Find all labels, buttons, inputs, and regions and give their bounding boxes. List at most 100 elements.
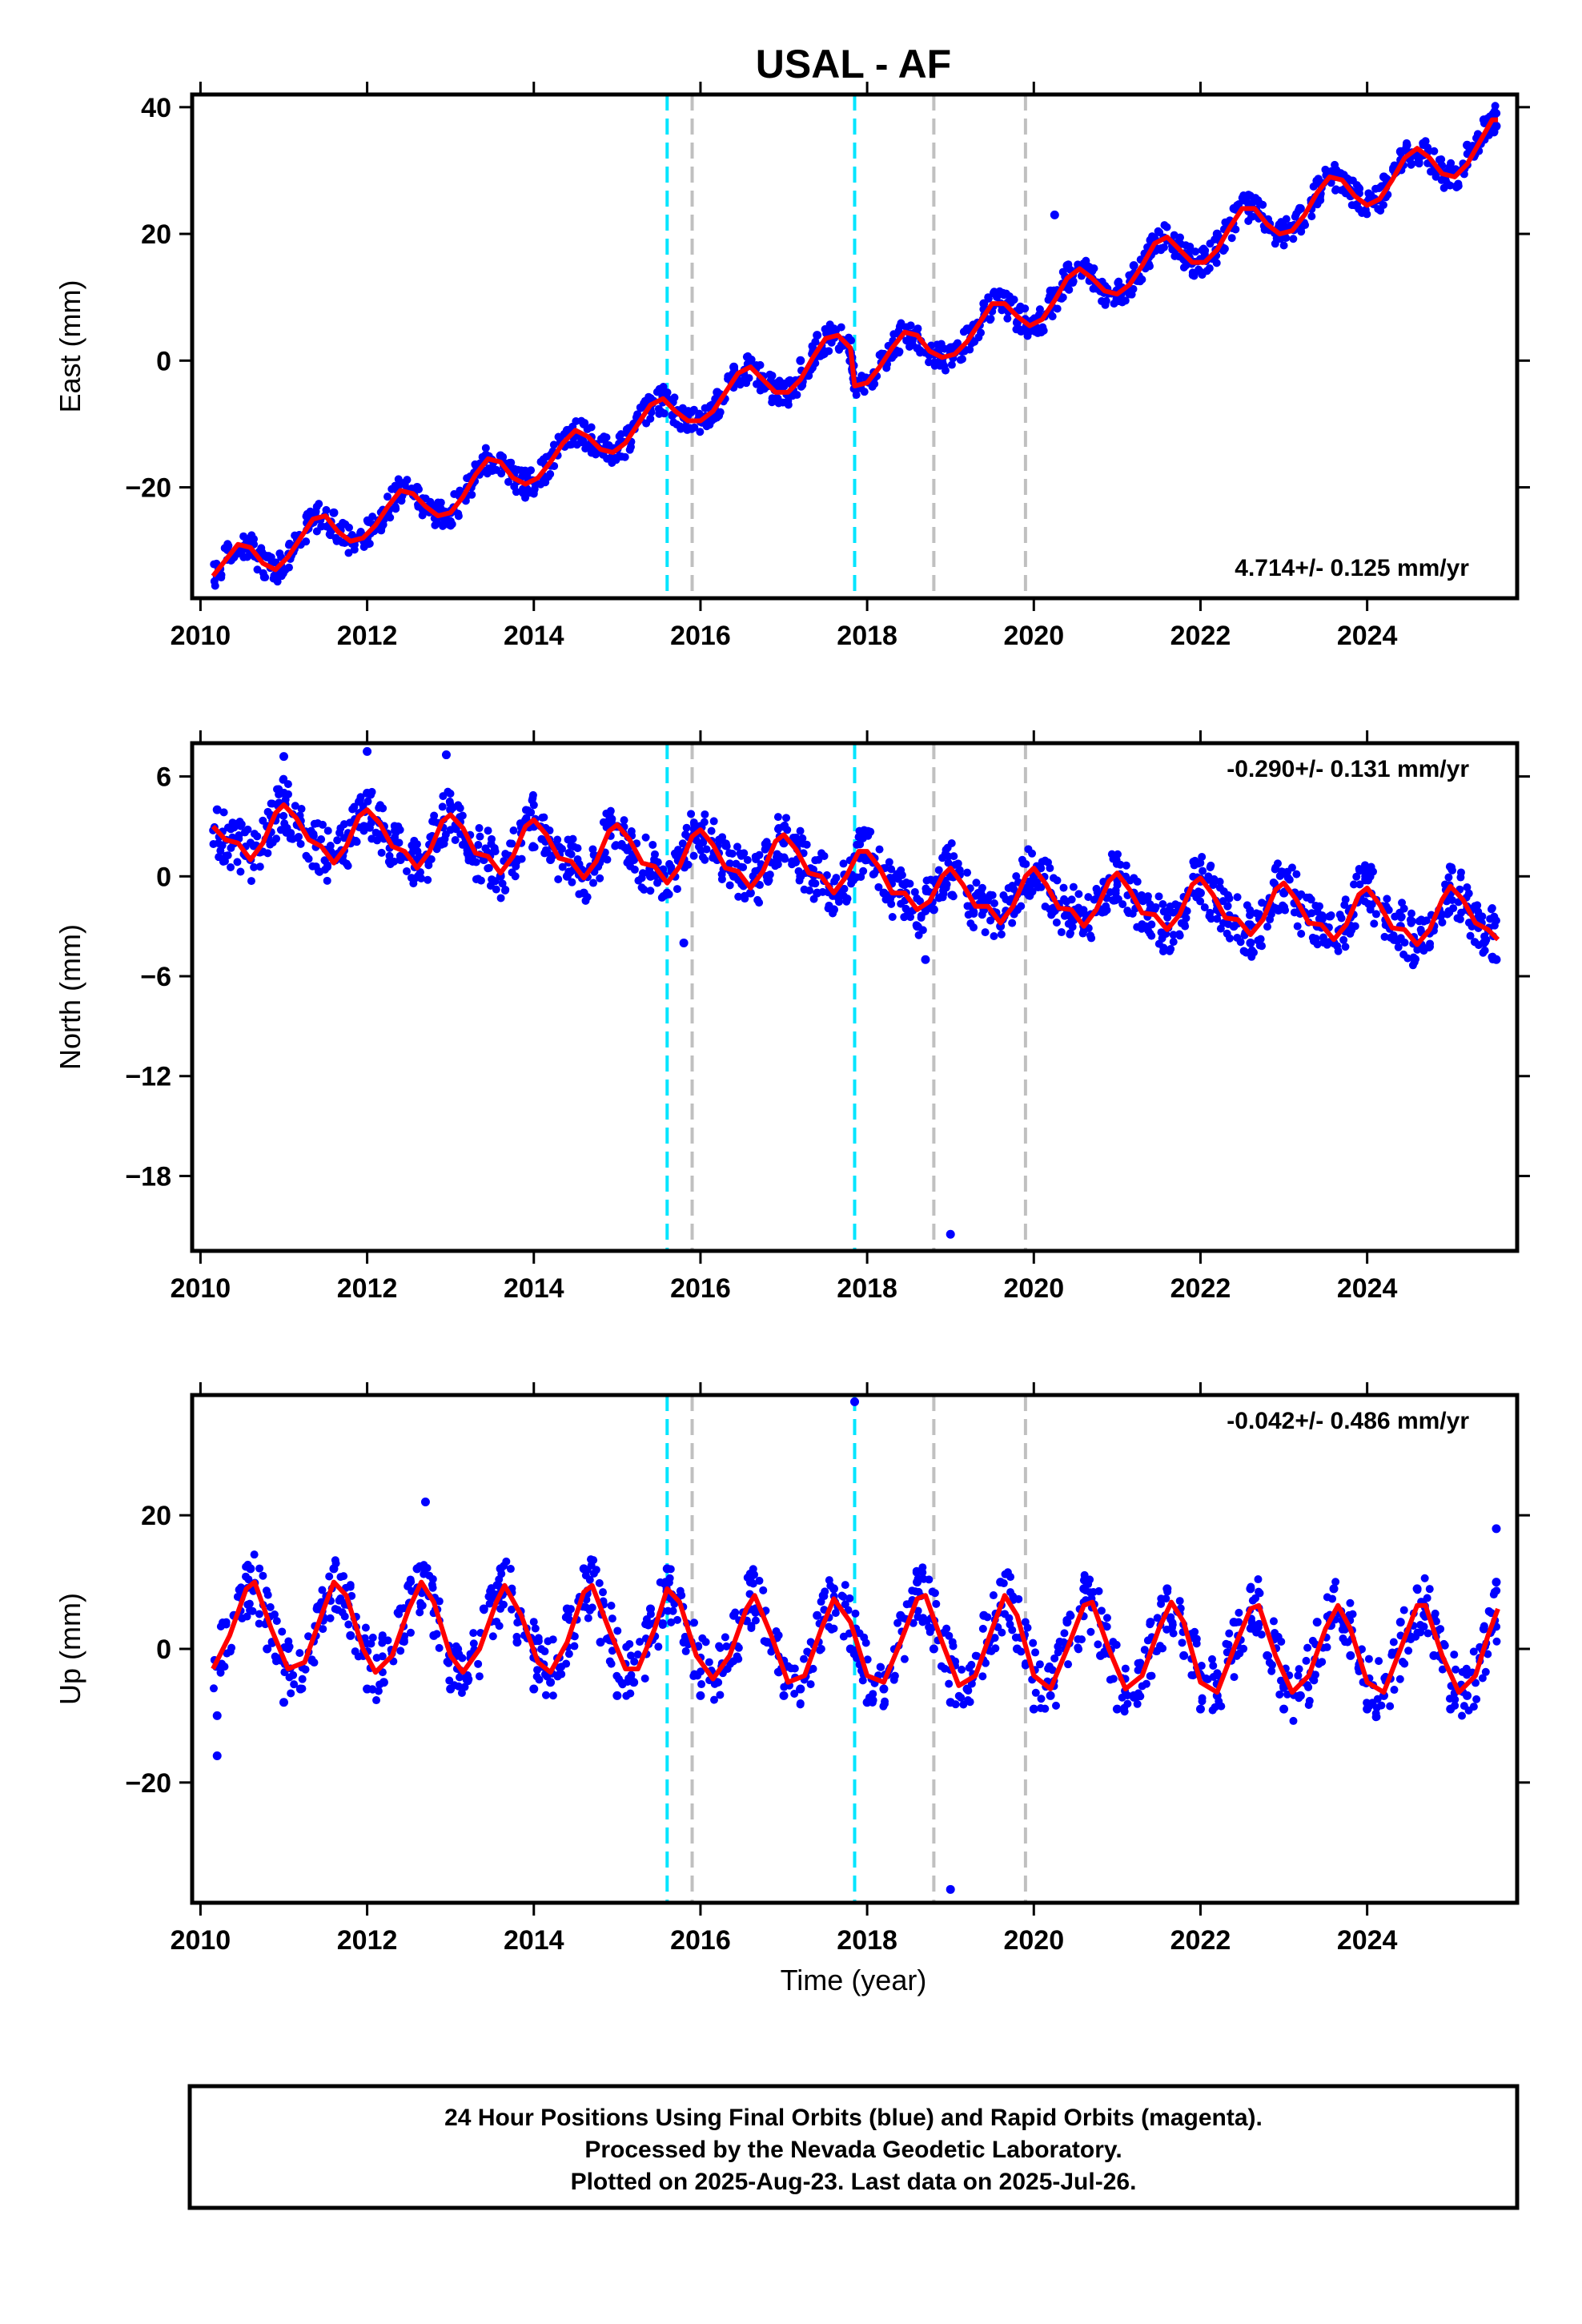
scatter-point: [1441, 880, 1450, 889]
scatter-point: [610, 453, 619, 462]
scatter-point: [440, 839, 448, 848]
scatter-point: [605, 814, 614, 823]
scatter-point: [278, 1627, 287, 1636]
scatter-point: [472, 875, 480, 883]
scatter-point: [1473, 901, 1482, 910]
data-point: [1046, 286, 1055, 296]
scatter-point: [259, 573, 268, 581]
scatter-point: [1102, 296, 1110, 305]
scatter-point: [957, 1693, 966, 1702]
scatter-point: [1356, 866, 1365, 875]
scatter-point: [283, 780, 292, 789]
data-point: [279, 1698, 288, 1707]
scatter-point: [1059, 883, 1068, 892]
x-tick-label: 2020: [1003, 1925, 1064, 1956]
scatter-point: [1069, 277, 1078, 286]
scatter-point: [1097, 1606, 1106, 1615]
scatter-point: [981, 928, 990, 937]
scatter-point: [681, 1647, 690, 1655]
scatter-point: [677, 1591, 686, 1600]
scatter-point: [1251, 194, 1260, 203]
scatter-point: [893, 870, 901, 879]
scatter-point: [617, 452, 626, 461]
scatter-point: [1236, 938, 1245, 947]
scatter-point: [372, 1696, 381, 1705]
scatter-point: [644, 1621, 652, 1630]
scatter-point: [1458, 1711, 1467, 1720]
scatter-point: [1380, 932, 1389, 941]
scatter-point: [1464, 889, 1473, 898]
scatter-point: [925, 1622, 934, 1631]
scatter-point: [1355, 880, 1364, 889]
scatter-point: [616, 430, 625, 439]
scatter-point: [475, 1672, 484, 1681]
scatter-point: [406, 1575, 415, 1584]
scatter-point: [755, 881, 764, 890]
scatter-point: [1400, 1659, 1409, 1668]
scatter-point: [603, 855, 612, 864]
data-point: [396, 855, 405, 865]
scatter-point: [966, 919, 975, 928]
scatter-point: [1120, 1707, 1129, 1716]
scatter-point: [990, 932, 998, 941]
scatter-point: [553, 1672, 562, 1681]
scatter-point: [701, 1638, 710, 1647]
scatter-point: [595, 1578, 604, 1587]
scatter-point: [1001, 1570, 1010, 1578]
scatter-point: [224, 541, 233, 550]
scatter-point: [885, 858, 893, 866]
scatter-point: [383, 493, 391, 501]
scatter-point: [1086, 1627, 1095, 1636]
data-point: [512, 1638, 522, 1647]
data-point: [212, 1751, 222, 1760]
data-point: [212, 805, 222, 814]
scatter-point: [544, 472, 552, 481]
scatter-point: [1263, 923, 1272, 931]
scatter-point: [1207, 861, 1215, 870]
scatter-point: [947, 360, 956, 369]
data-point: [796, 356, 805, 365]
scatter-point: [790, 1690, 799, 1699]
data-point: [1329, 938, 1339, 947]
scatter-point: [1277, 1637, 1286, 1646]
scatter-point: [279, 811, 288, 820]
scatter-point: [527, 466, 536, 475]
data-point: [913, 922, 922, 931]
data-point: [629, 855, 639, 865]
scatter-point: [697, 1667, 705, 1676]
data-point: [679, 938, 689, 947]
scatter-point: [963, 868, 972, 877]
scatter-point: [1404, 1647, 1413, 1655]
x-tick-label: 2022: [1170, 1273, 1231, 1304]
scatter-point: [1283, 873, 1292, 882]
scatter-point: [1328, 1594, 1337, 1603]
scatter-point: [741, 374, 749, 383]
data-point: [412, 1564, 422, 1574]
scatter-point: [1265, 1658, 1274, 1667]
scatter-point: [1340, 1625, 1349, 1634]
scatter-point: [1395, 1675, 1404, 1683]
up-panel: 2010 2012 2014 2016 2018 2020 2022 2024 −20 0 20 Up…: [54, 1382, 1530, 1956]
data-point: [879, 888, 889, 898]
scatter-point: [1163, 913, 1172, 922]
data-point: [579, 419, 588, 428]
data-point: [745, 356, 755, 365]
scatter-point: [567, 850, 576, 858]
scatter-point: [1026, 891, 1034, 900]
y-axis-label: North (mm): [54, 924, 86, 1070]
scatter-point: [476, 832, 484, 841]
scatter-point: [394, 475, 403, 484]
scatter-point: [1118, 298, 1126, 307]
scatter-point: [917, 913, 926, 922]
scatter-point: [510, 464, 519, 473]
scatter-point: [889, 1675, 898, 1684]
scatter-point: [877, 1663, 885, 1671]
scatter-point: [942, 846, 950, 854]
scatter-point: [942, 1624, 951, 1633]
data-point: [295, 1684, 305, 1694]
scatter-point: [781, 821, 789, 830]
scatter-point: [716, 1643, 725, 1652]
data-point: [745, 888, 755, 898]
scatter-point: [772, 853, 781, 862]
x-tick-label: 2014: [504, 621, 564, 651]
